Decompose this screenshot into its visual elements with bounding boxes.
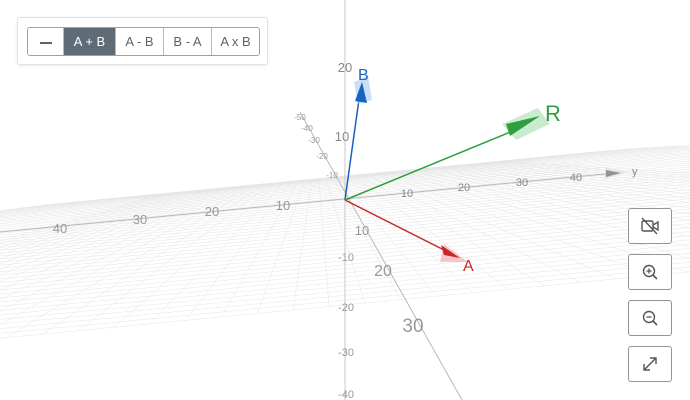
vector-r-head (506, 116, 540, 136)
neg-z-tick-label: -40 (338, 389, 354, 400)
vector-a: A (344, 199, 474, 275)
zoom-in-icon (642, 264, 658, 280)
y-axis-arrow (606, 170, 621, 177)
neg-z-tick-label: -20 (338, 302, 354, 314)
back-tick-label: -40 (301, 124, 313, 133)
expand-icon (643, 357, 657, 371)
axis-tick-labels: 10 20 30 10 20 30 40 10 20 30 40 10 20 -10 -20 -30 -40 -5… (53, 60, 582, 400)
neg-y-tick-label: 20 (205, 204, 219, 219)
x-tick-label: 30 (402, 316, 423, 337)
vector-r-label: R (545, 101, 561, 126)
neg-y-tick-label: 30 (133, 212, 147, 227)
zoom-in-button[interactable] (628, 254, 672, 290)
minus-icon (39, 41, 52, 44)
z-tick-label: 10 (335, 129, 349, 144)
neg-y-tick-label: 40 (53, 221, 67, 236)
a-cross-b-button[interactable]: A x B (211, 28, 259, 55)
b-minus-a-button[interactable]: B - A (163, 28, 211, 55)
neg-z-tick-label: -30 (338, 347, 354, 359)
x-axis-line (299, 111, 463, 400)
vector-b: B (344, 67, 372, 201)
vector-r: R (344, 101, 561, 201)
vector-a-head (441, 245, 460, 258)
back-tick-label: -10 (326, 171, 338, 180)
neg-z-tick-label: -10 (338, 252, 354, 264)
y-axis-line (0, 172, 616, 233)
y-axis-arrow-shadow (605, 168, 628, 179)
vector-a-label: A (463, 258, 474, 275)
a-plus-b-button[interactable]: A + B (63, 28, 115, 55)
vector-a-head-shadow (440, 244, 468, 262)
clear-operation-button[interactable] (28, 28, 63, 55)
vector-b-label: B (358, 67, 369, 84)
x-tick-label: 20 (374, 263, 392, 280)
video-off-icon (641, 217, 659, 235)
x-tick-label: 10 (401, 188, 413, 200)
zoom-out-icon (642, 310, 658, 326)
operation-button-group: A + B A - B B - A A x B (27, 27, 260, 56)
operation-toolbar: A + B A - B B - A A x B (17, 17, 268, 65)
x-tick-label: 30 (516, 177, 528, 189)
back-tick-label: -20 (316, 152, 328, 161)
z-tick-label: 20 (338, 60, 352, 75)
x-tick-label: 10 (355, 223, 369, 238)
vector-r-line (344, 127, 521, 201)
zoom-out-button[interactable] (628, 300, 672, 336)
floor-grid (0, 145, 690, 339)
vector-b-line (344, 91, 361, 201)
a-minus-b-button[interactable]: A - B (115, 28, 163, 55)
fullscreen-button[interactable] (628, 346, 672, 382)
y-axis-label: y (632, 166, 638, 178)
back-tick-label: -50 (294, 113, 306, 122)
camera-off-button[interactable] (628, 208, 672, 244)
neg-y-tick-label: 10 (276, 198, 290, 213)
vector-a-line (344, 199, 451, 254)
x-tick-label: 20 (458, 182, 470, 194)
back-tick-label: -30 (308, 136, 320, 145)
vector-b-head (355, 82, 367, 103)
y-tick-label: 40 (570, 172, 582, 184)
